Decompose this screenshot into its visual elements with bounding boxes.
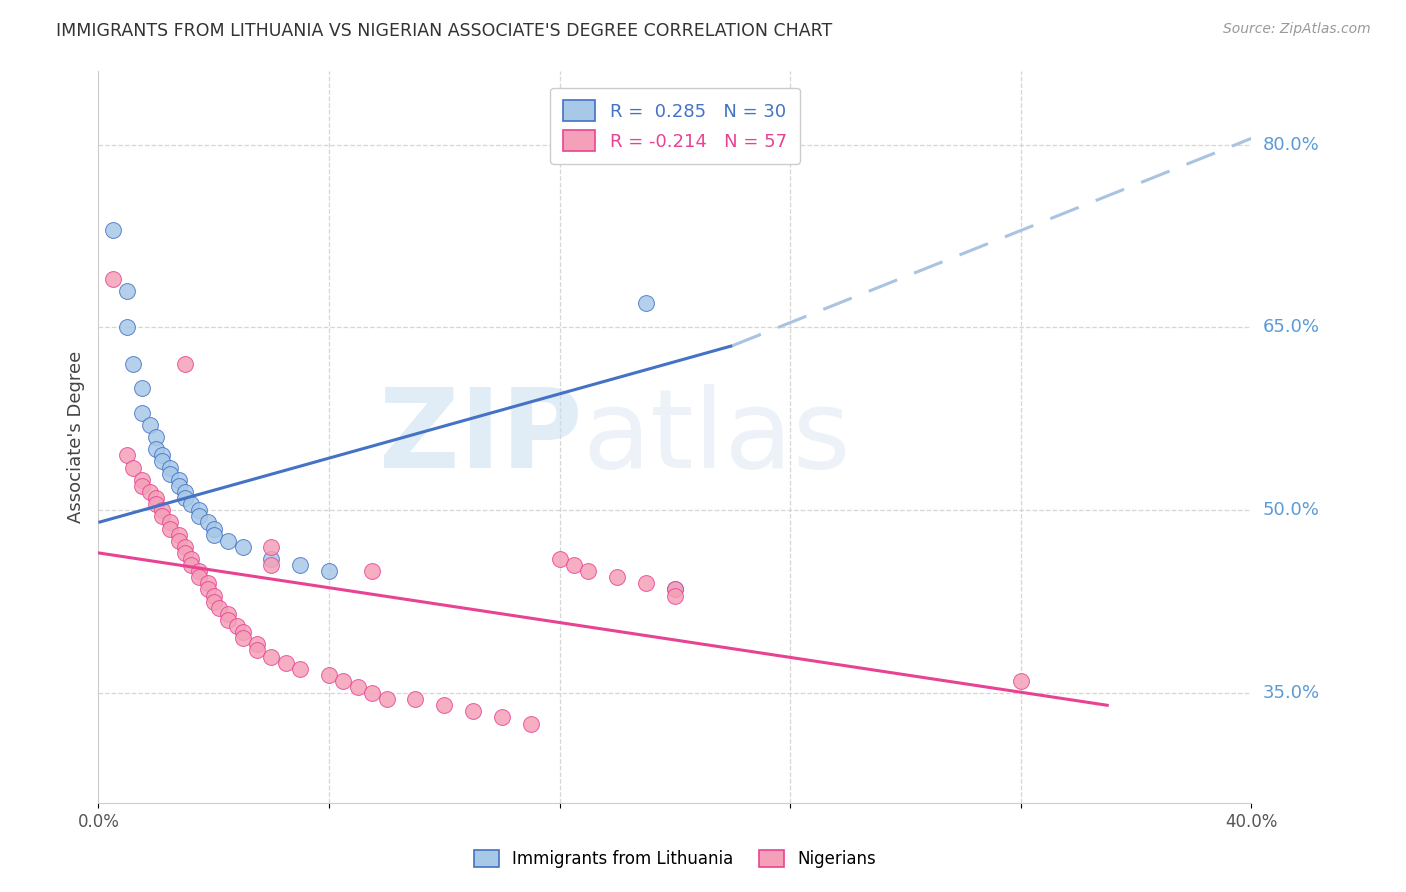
Point <box>145 491 167 505</box>
Point <box>174 357 197 371</box>
Point <box>150 509 173 524</box>
Point <box>260 558 283 573</box>
Point <box>217 613 239 627</box>
Point <box>346 680 368 694</box>
Point <box>145 430 167 444</box>
Point <box>332 673 354 688</box>
Point <box>145 442 167 457</box>
Point <box>231 540 254 554</box>
Point <box>636 296 658 310</box>
Point <box>260 552 283 566</box>
Point <box>606 570 628 584</box>
Point <box>180 552 202 566</box>
Point <box>101 271 124 285</box>
Point <box>174 540 197 554</box>
Point <box>167 479 190 493</box>
Point <box>117 448 138 462</box>
Point <box>159 522 181 536</box>
Point <box>139 417 162 432</box>
Point <box>208 600 231 615</box>
Point <box>225 619 247 633</box>
Point <box>150 448 173 462</box>
Point <box>562 558 585 573</box>
Text: atlas: atlas <box>582 384 851 491</box>
Point <box>167 473 190 487</box>
Point <box>318 564 340 578</box>
Point <box>117 320 138 334</box>
Point <box>318 667 340 682</box>
Point <box>361 564 384 578</box>
Point <box>548 552 571 566</box>
Point <box>188 503 211 517</box>
Point <box>122 460 145 475</box>
Point <box>217 607 239 621</box>
Point <box>290 558 312 573</box>
Point <box>246 643 269 657</box>
Legend: Immigrants from Lithuania, Nigerians: Immigrants from Lithuania, Nigerians <box>467 843 883 875</box>
Point <box>139 485 162 500</box>
Point <box>188 564 211 578</box>
Point <box>361 686 384 700</box>
Point <box>159 460 181 475</box>
Point <box>231 625 254 640</box>
Point <box>167 527 190 541</box>
Point <box>131 479 153 493</box>
Point <box>433 698 456 713</box>
Point <box>405 692 427 706</box>
Point <box>188 570 211 584</box>
Point <box>174 485 197 500</box>
Point <box>167 533 190 548</box>
Point <box>131 473 153 487</box>
Point <box>202 527 225 541</box>
Text: 50.0%: 50.0% <box>1263 501 1319 519</box>
Text: Source: ZipAtlas.com: Source: ZipAtlas.com <box>1223 22 1371 37</box>
Point <box>664 589 686 603</box>
Point <box>290 662 312 676</box>
Point <box>202 522 225 536</box>
Point <box>180 497 202 511</box>
Point <box>131 381 153 395</box>
Point <box>188 509 211 524</box>
Point <box>197 576 219 591</box>
Point <box>101 223 124 237</box>
Point <box>145 497 167 511</box>
Y-axis label: Associate's Degree: Associate's Degree <box>66 351 84 524</box>
Point <box>122 357 145 371</box>
Text: ZIP: ZIP <box>380 384 582 491</box>
Text: 35.0%: 35.0% <box>1263 684 1320 702</box>
Point <box>664 582 686 597</box>
Point <box>375 692 398 706</box>
Point <box>174 491 197 505</box>
Point <box>664 582 686 597</box>
Point <box>202 589 225 603</box>
Point <box>150 503 173 517</box>
Point <box>491 710 513 724</box>
Point <box>150 454 173 468</box>
Point <box>636 576 658 591</box>
Text: 80.0%: 80.0% <box>1263 136 1319 153</box>
Point <box>231 632 254 646</box>
Point <box>202 595 225 609</box>
Text: IMMIGRANTS FROM LITHUANIA VS NIGERIAN ASSOCIATE'S DEGREE CORRELATION CHART: IMMIGRANTS FROM LITHUANIA VS NIGERIAN AS… <box>56 22 832 40</box>
Point <box>180 558 202 573</box>
Point <box>578 564 600 578</box>
Point <box>159 467 181 481</box>
Point <box>1010 673 1032 688</box>
Text: 65.0%: 65.0% <box>1263 318 1319 336</box>
Point <box>461 705 484 719</box>
Point <box>159 516 181 530</box>
Point <box>217 533 239 548</box>
Point <box>197 516 219 530</box>
Point <box>174 546 197 560</box>
Point <box>197 582 219 597</box>
Point <box>260 540 283 554</box>
Legend: R =  0.285   N = 30, R = -0.214   N = 57: R = 0.285 N = 30, R = -0.214 N = 57 <box>550 87 800 164</box>
Point <box>246 637 269 651</box>
Point <box>260 649 283 664</box>
Point <box>520 716 543 731</box>
Point <box>274 656 297 670</box>
Point <box>131 406 153 420</box>
Point <box>117 284 138 298</box>
